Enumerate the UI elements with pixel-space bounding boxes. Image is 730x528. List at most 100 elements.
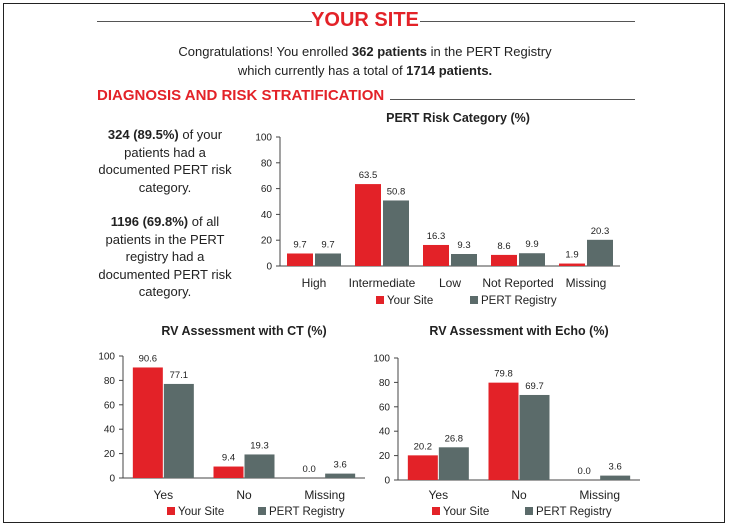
legend-swatch <box>525 507 533 515</box>
site-patient-count: 362 patients <box>351 44 428 59</box>
chart-title: PERT Risk Category (%) <box>386 111 530 125</box>
y-tick-label: 100 <box>373 354 390 365</box>
category-label: Missing <box>566 276 607 290</box>
y-tick-label: 40 <box>261 210 273 221</box>
legend-swatch <box>470 296 478 304</box>
y-tick-label: 60 <box>261 184 273 195</box>
data-label: 9.3 <box>457 240 470 251</box>
y-tick-label: 60 <box>379 402 391 413</box>
y-tick-label: 20 <box>261 236 273 247</box>
legend-swatch <box>432 507 440 515</box>
chart-title: RV Assessment with Echo (%) <box>429 324 608 338</box>
data-label: 63.5 <box>359 170 378 181</box>
bar-pert-registry <box>383 200 409 266</box>
category-label: Not Reported <box>482 276 553 290</box>
bar-pert-registry <box>519 394 550 480</box>
category-label: Yes <box>154 488 174 502</box>
bar-your-site <box>407 455 438 480</box>
legend-label: Your Site <box>443 506 489 518</box>
y-tick-label: 40 <box>104 425 116 436</box>
data-label: 77.1 <box>170 370 189 381</box>
bar-pert-registry <box>244 454 275 478</box>
y-tick-label: 0 <box>266 262 272 273</box>
intro-line1-pre: Congratulations! You enrolled <box>178 44 352 59</box>
bar-pert-registry <box>438 447 469 480</box>
legend-label: Your Site <box>178 506 224 518</box>
intro-line2-pre: which currently has a total of <box>237 63 407 78</box>
bar-pert-registry <box>315 253 341 266</box>
data-label: 3.6 <box>334 460 347 471</box>
bar-pert-registry <box>600 475 631 480</box>
intro-line1-post: in the PERT Registry <box>427 44 552 59</box>
data-label: 16.3 <box>427 231 446 242</box>
category-label: Low <box>439 276 461 290</box>
page-title: YOUR SITE <box>311 9 419 31</box>
y-tick-label: 20 <box>379 451 391 462</box>
header-rule-right <box>420 21 635 22</box>
registry-patient-count: 1714 patients. <box>406 63 493 78</box>
legend-swatch <box>167 507 175 515</box>
bar-your-site <box>491 254 517 266</box>
category-label: No <box>236 488 252 502</box>
y-tick-label: 80 <box>104 376 116 387</box>
y-tick-label: 80 <box>261 158 273 169</box>
stat-registry-value: 1196 (69.8%) <box>110 214 189 229</box>
data-label: 0.0 <box>578 466 591 477</box>
section-title: DIAGNOSIS AND RISK STRATIFICATION <box>97 87 385 104</box>
legend-swatch <box>258 507 266 515</box>
stat-site: 324 (89.5%) of your patients had a docum… <box>90 126 240 196</box>
header-rule-left <box>97 21 312 22</box>
data-label: 19.3 <box>250 440 269 451</box>
section-rule <box>390 99 635 100</box>
report-frame <box>3 3 725 523</box>
sidebar-stats: 324 (89.5%) of your patients had a docum… <box>90 126 240 318</box>
data-label: 3.6 <box>609 462 622 473</box>
stat-site-text: of your patients had a documented PERT r… <box>98 127 232 195</box>
y-tick-label: 80 <box>379 378 391 389</box>
data-label: 9.4 <box>222 453 235 464</box>
stat-registry-text: of all patients in the PERT registry had… <box>98 214 232 299</box>
y-tick-label: 0 <box>109 474 115 485</box>
data-label: 79.8 <box>494 369 513 380</box>
bar-your-site <box>355 184 381 266</box>
data-label: 20.2 <box>414 441 433 452</box>
category-label: Yes <box>429 488 449 502</box>
category-label: No <box>511 488 527 502</box>
y-tick-label: 100 <box>255 133 272 144</box>
data-label: 1.9 <box>565 250 578 261</box>
bar-pert-registry <box>587 239 613 266</box>
data-label: 9.7 <box>321 239 334 250</box>
bar-your-site <box>423 244 449 266</box>
category-label: High <box>302 276 327 290</box>
data-label: 9.7 <box>293 239 306 250</box>
legend-swatch <box>376 296 384 304</box>
bar-pert-registry <box>325 473 356 478</box>
bar-your-site <box>132 367 163 478</box>
category-label: Intermediate <box>349 276 416 290</box>
data-label: 26.8 <box>445 433 464 444</box>
legend-label: Your Site <box>387 295 433 307</box>
data-label: 90.6 <box>139 353 158 364</box>
bar-your-site <box>213 466 244 478</box>
bar-pert-registry <box>519 253 545 266</box>
y-tick-label: 0 <box>384 476 390 487</box>
bar-your-site <box>287 253 313 266</box>
bar-pert-registry <box>451 254 477 266</box>
y-tick-label: 40 <box>379 427 391 438</box>
data-label: 8.6 <box>497 241 510 252</box>
data-label: 50.8 <box>387 186 406 197</box>
bar-pert-registry <box>163 383 194 478</box>
legend-label: PERT Registry <box>269 506 345 518</box>
bar-your-site <box>559 263 585 266</box>
data-label: 0.0 <box>303 464 316 475</box>
bar-your-site <box>488 382 519 480</box>
stat-registry: 1196 (69.8%) of all patients in the PERT… <box>90 213 240 301</box>
legend-label: PERT Registry <box>481 295 557 307</box>
category-label: Missing <box>579 488 620 502</box>
category-label: Missing <box>304 488 345 502</box>
intro-text: Congratulations! You enrolled 362 patien… <box>0 42 730 80</box>
stat-site-value: 324 (89.5%) <box>107 127 179 142</box>
y-tick-label: 100 <box>98 352 115 363</box>
data-label: 9.9 <box>525 239 538 250</box>
